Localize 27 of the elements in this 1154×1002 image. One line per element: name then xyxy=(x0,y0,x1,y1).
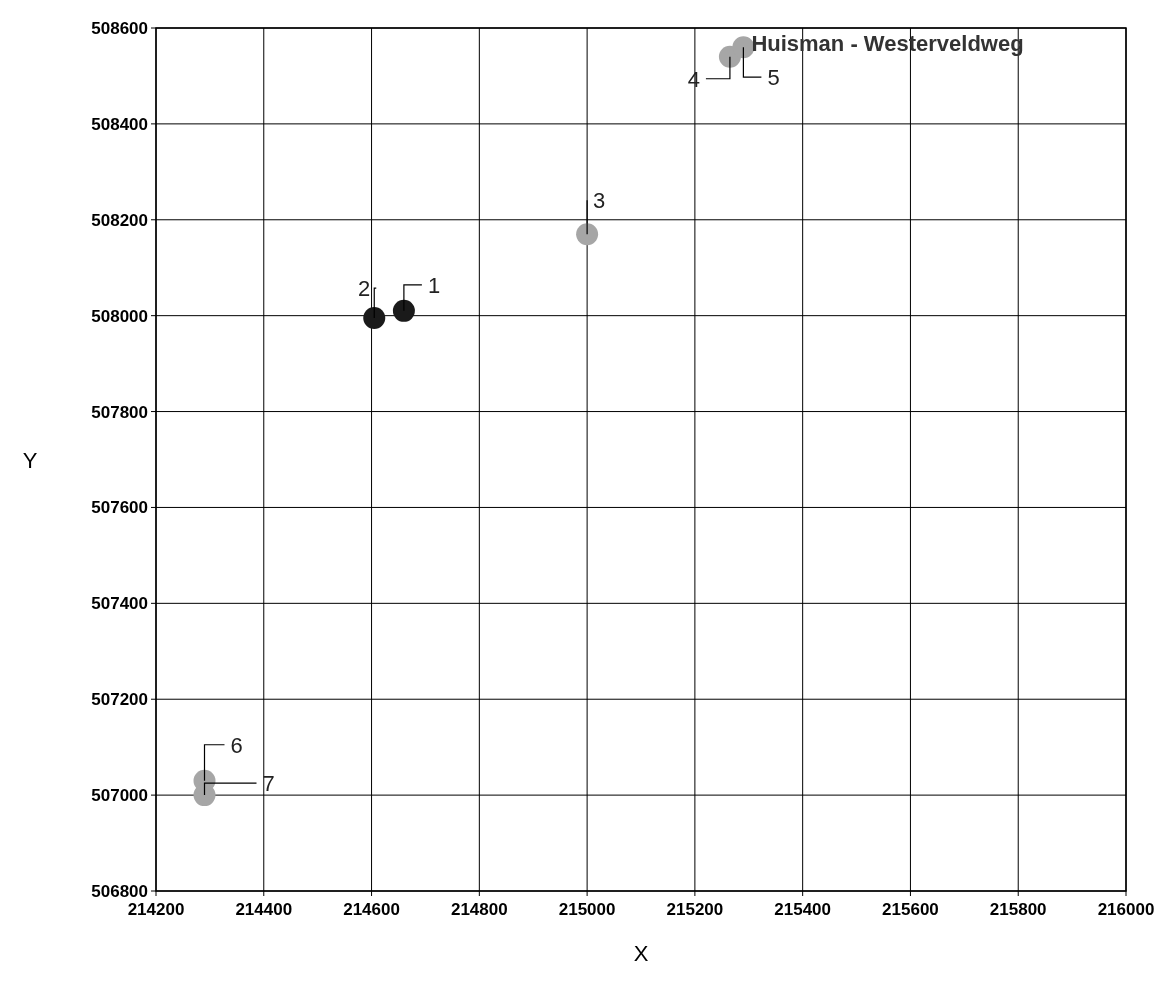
x-tick-label: 215800 xyxy=(989,900,1047,919)
y-tick-label: 508000 xyxy=(91,306,148,326)
y-tick-label: 507600 xyxy=(91,498,148,518)
annotation: 6 xyxy=(230,732,243,758)
y-tick-label: 508600 xyxy=(91,19,148,38)
x-tick-label: 214600 xyxy=(343,900,400,919)
y-tick-label: 507000 xyxy=(91,786,148,806)
x-tick-label: 214400 xyxy=(235,900,293,919)
annotation: 5 xyxy=(767,65,780,91)
y-tick-label: 508200 xyxy=(91,210,148,230)
y-tick-label: 506800 xyxy=(91,882,148,901)
x-tick-label: 215400 xyxy=(774,900,832,919)
y-axis-title: Y xyxy=(22,447,38,473)
x-tick-label: 215200 xyxy=(666,900,724,919)
x-tick-label: 215000 xyxy=(558,900,616,919)
x-tick-label: 214200 xyxy=(127,900,185,919)
x-tick-label: 216000 xyxy=(1097,900,1154,919)
annotation: 3 xyxy=(593,188,606,214)
x-axis-title: X xyxy=(633,941,649,966)
y-tick-label: 508400 xyxy=(91,114,148,134)
y-tick-label: 507400 xyxy=(91,594,148,614)
y-tick-label: 507200 xyxy=(91,690,148,710)
x-tick-label: 215600 xyxy=(882,900,939,919)
x-tick-label: 214800 xyxy=(450,900,508,919)
y-tick-label: 507800 xyxy=(91,402,148,422)
annotation: 1 xyxy=(427,272,441,298)
annotation: 2 xyxy=(358,276,371,302)
